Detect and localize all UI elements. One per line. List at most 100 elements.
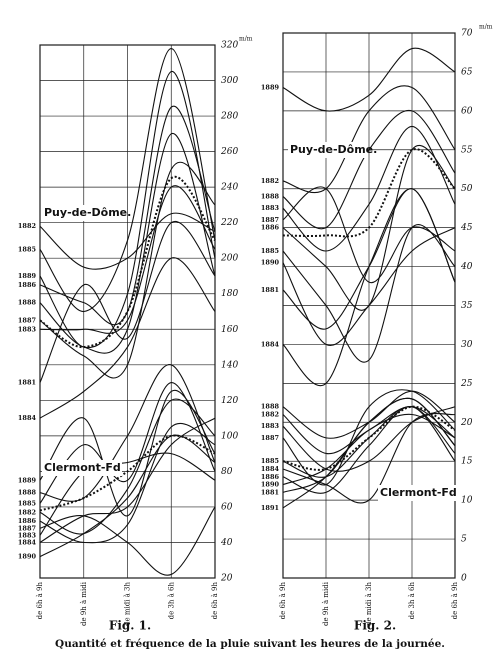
y-tick-label: 160 <box>221 325 238 335</box>
station-label: Clermont-Fd <box>44 461 121 474</box>
series-line <box>39 257 216 419</box>
y-unit: m/m <box>479 24 493 31</box>
station-label: Clermont-Fd <box>380 486 457 499</box>
y-tick-label: 220 <box>220 218 238 228</box>
series-label: 1889 <box>18 272 37 280</box>
station-label-bg <box>42 205 122 221</box>
series-label: 1883 <box>261 204 280 212</box>
series-line <box>282 186 456 283</box>
station-label: Puy-de-Dôme. <box>290 143 377 156</box>
station-label-bg <box>378 485 458 501</box>
series-line <box>39 506 216 576</box>
series-line <box>39 452 216 536</box>
series-label: 1881 <box>261 488 279 496</box>
y-tick-label: 55 <box>461 145 473 155</box>
series-label: 1890 <box>18 553 37 561</box>
y-tick-label: 20 <box>220 574 233 584</box>
y-tick-label: 30 <box>461 340 473 350</box>
y-tick-label: 260 <box>220 147 238 157</box>
series-line <box>282 109 456 230</box>
series-line <box>282 125 456 252</box>
series-label: 1883 <box>18 531 37 539</box>
series-label: 1889 <box>261 84 280 92</box>
y-tick-label: 40 <box>460 262 473 272</box>
series-label: 1887 <box>18 524 36 532</box>
y-tick-label: 10 <box>461 496 473 506</box>
series-line <box>39 220 216 383</box>
y-tick-label: 5 <box>461 535 467 545</box>
series-line <box>282 405 456 471</box>
series-label: 1887 <box>18 316 36 324</box>
x-tick-label: de 3h à 6h <box>407 582 416 620</box>
series-label: 1885 <box>18 499 37 507</box>
series-label: 1884 <box>18 414 37 422</box>
series-label: 1887 <box>261 216 279 224</box>
y-tick-label: 0 <box>461 574 467 584</box>
y-tick-label: 70 <box>461 29 473 39</box>
series-label: 1886 <box>261 224 280 232</box>
series-label: 1882 <box>18 508 36 516</box>
series-label: 1882 <box>261 411 279 419</box>
series-line <box>282 389 456 486</box>
station-label: Puy-de-Dôme. <box>44 206 131 219</box>
series-line <box>39 175 216 349</box>
series-line <box>282 406 456 494</box>
x-tick-label: de midi à 3h <box>123 582 132 627</box>
x-tick-label: de 9h à midi <box>321 581 330 626</box>
series-label: 1886 <box>18 281 37 289</box>
series-label: 1883 <box>18 325 37 333</box>
y-tick-label: 280 <box>220 112 238 122</box>
series-line <box>282 145 456 311</box>
y-tick-label: 80 <box>221 467 233 477</box>
series-line <box>282 85 456 194</box>
series-label: 1883 <box>261 422 280 430</box>
series-line <box>39 71 216 349</box>
x-tick-label: de 3h à 6h <box>166 582 175 620</box>
y-tick-label: 50 <box>461 184 473 194</box>
series-label: 1888 <box>261 403 280 411</box>
y-tick-label: 60 <box>221 502 233 512</box>
figure-title: Fig. 1. <box>109 619 151 633</box>
y-unit: m/m <box>239 36 253 43</box>
series-line <box>39 48 216 313</box>
series-label: 1888 <box>18 489 37 497</box>
series-label: 1889 <box>18 476 37 484</box>
station-label-bg <box>42 460 122 476</box>
y-tick-label: 180 <box>221 289 238 299</box>
series-label: 1885 <box>261 457 280 465</box>
series-label: 1891 <box>261 504 279 512</box>
x-tick-label: de 6h à 9h <box>35 582 44 620</box>
y-tick-label: 60 <box>461 106 473 116</box>
caption: Quantité et fréquence de la pluie suivan… <box>55 638 445 650</box>
y-tick-label: 25 <box>460 379 473 389</box>
x-tick-label: de 6h à 9h <box>450 582 459 620</box>
y-tick-label: 120 <box>221 396 238 406</box>
series-label: 1884 <box>261 340 280 348</box>
series-line <box>282 224 456 363</box>
station-label-bg <box>288 142 368 158</box>
series-line <box>39 105 216 326</box>
y-tick-label: 100 <box>221 431 238 441</box>
y-tick-label: 35 <box>461 301 473 311</box>
series-label: 1886 <box>261 473 280 481</box>
series-line <box>282 413 456 486</box>
series-label: 1881 <box>261 286 279 294</box>
series-line <box>39 417 216 543</box>
y-tick-label: 320 <box>221 41 238 51</box>
y-tick-label: 15 <box>461 457 473 467</box>
x-tick-label: de 6h à 9h <box>210 582 219 620</box>
x-tick-label: de 6h à 9h <box>278 582 287 620</box>
series-line <box>39 434 216 558</box>
series-label: 1887 <box>261 434 279 442</box>
y-tick-label: 20 <box>460 418 473 428</box>
x-tick-label: de midi à 3h <box>364 582 373 627</box>
series-line <box>39 434 216 512</box>
y-tick-label: 45 <box>460 223 473 233</box>
series-line <box>39 389 216 517</box>
series-label: 1886 <box>18 517 37 525</box>
series-label: 1882 <box>18 222 36 230</box>
y-tick-label: 200 <box>220 254 238 264</box>
series-label: 1881 <box>18 379 36 387</box>
series-line <box>282 148 456 238</box>
